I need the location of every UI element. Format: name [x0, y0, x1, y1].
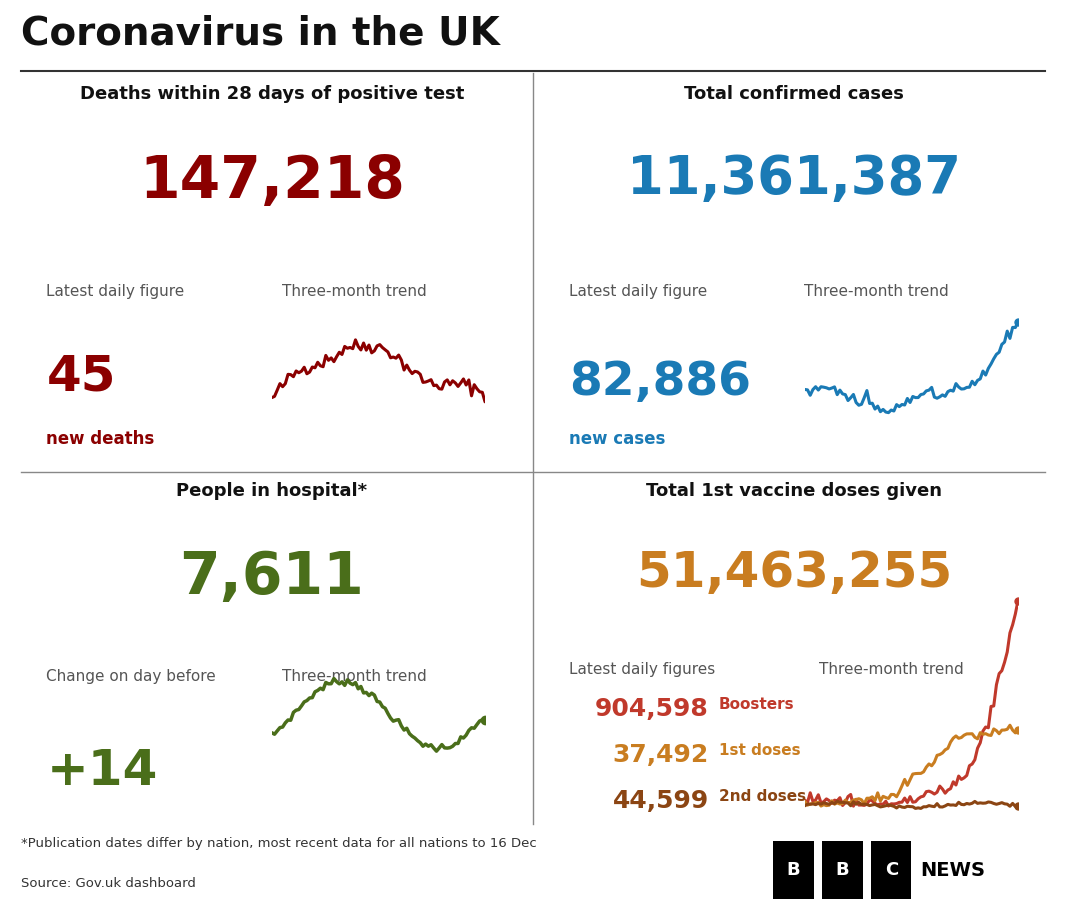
Text: Three-month trend: Three-month trend: [804, 285, 949, 300]
Text: new cases: new cases: [569, 430, 665, 448]
Text: Latest daily figures: Latest daily figures: [569, 662, 715, 677]
Text: Total confirmed cases: Total confirmed cases: [684, 85, 904, 104]
Text: 7,611: 7,611: [179, 550, 365, 606]
Text: B: B: [836, 861, 850, 879]
Text: 51,463,255: 51,463,255: [636, 550, 952, 597]
Text: Coronavirus in the UK: Coronavirus in the UK: [21, 15, 500, 52]
Text: Change on day before: Change on day before: [47, 670, 216, 684]
FancyBboxPatch shape: [822, 841, 862, 900]
FancyBboxPatch shape: [773, 841, 813, 900]
Text: Deaths within 28 days of positive test: Deaths within 28 days of positive test: [80, 85, 464, 104]
Text: +14: +14: [47, 747, 158, 795]
Text: 44,599: 44,599: [613, 789, 709, 813]
Text: 2nd doses: 2nd doses: [720, 789, 806, 804]
Text: B: B: [787, 861, 801, 879]
Text: People in hospital*: People in hospital*: [176, 483, 368, 500]
Text: 147,218: 147,218: [139, 153, 405, 210]
Text: NEWS: NEWS: [920, 861, 985, 879]
Text: Three-month trend: Three-month trend: [819, 662, 964, 677]
Text: 45: 45: [47, 353, 116, 400]
Text: 904,598: 904,598: [595, 697, 709, 722]
Text: 11,361,387: 11,361,387: [627, 153, 962, 205]
Text: Source: Gov.uk dashboard: Source: Gov.uk dashboard: [21, 877, 196, 889]
Text: Total 1st vaccine doses given: Total 1st vaccine doses given: [646, 483, 942, 500]
Text: Three-month trend: Three-month trend: [281, 670, 426, 684]
Text: C: C: [885, 861, 898, 879]
Text: 1st doses: 1st doses: [720, 743, 801, 758]
Text: Three-month trend: Three-month trend: [281, 285, 426, 300]
Text: Latest daily figure: Latest daily figure: [569, 285, 707, 300]
Text: new deaths: new deaths: [47, 430, 155, 448]
Text: 82,886: 82,886: [569, 360, 750, 405]
FancyBboxPatch shape: [871, 841, 911, 900]
Text: 37,492: 37,492: [613, 743, 709, 768]
Text: Boosters: Boosters: [720, 697, 794, 713]
Text: *Publication dates differ by nation, most recent data for all nations to 16 Dec: *Publication dates differ by nation, mos…: [21, 837, 537, 850]
Text: Latest daily figure: Latest daily figure: [47, 285, 184, 300]
